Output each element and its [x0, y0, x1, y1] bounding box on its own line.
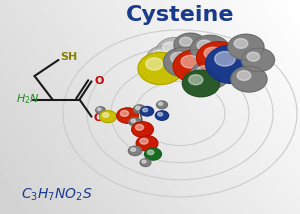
- Circle shape: [190, 35, 230, 63]
- Circle shape: [146, 58, 163, 70]
- Circle shape: [148, 150, 154, 155]
- Circle shape: [117, 108, 138, 123]
- Circle shape: [180, 37, 192, 46]
- Circle shape: [197, 40, 212, 51]
- Circle shape: [189, 75, 203, 85]
- Circle shape: [155, 111, 169, 120]
- Circle shape: [231, 66, 267, 92]
- Circle shape: [129, 118, 141, 126]
- Circle shape: [140, 138, 148, 144]
- Circle shape: [131, 119, 136, 122]
- Circle shape: [182, 70, 220, 97]
- Circle shape: [173, 50, 220, 83]
- Circle shape: [190, 61, 230, 89]
- Circle shape: [140, 159, 151, 166]
- Circle shape: [247, 52, 260, 61]
- Circle shape: [171, 52, 187, 64]
- Circle shape: [234, 39, 248, 48]
- Circle shape: [136, 106, 140, 110]
- Circle shape: [197, 66, 212, 76]
- Text: $H_2N$: $H_2N$: [16, 93, 40, 106]
- Circle shape: [140, 107, 154, 116]
- Circle shape: [145, 148, 161, 160]
- Circle shape: [174, 33, 207, 57]
- Circle shape: [156, 37, 195, 65]
- Circle shape: [130, 148, 136, 151]
- Circle shape: [135, 124, 144, 130]
- Circle shape: [142, 108, 148, 112]
- Circle shape: [181, 55, 199, 68]
- Circle shape: [120, 110, 129, 116]
- Circle shape: [134, 105, 146, 113]
- Circle shape: [96, 107, 105, 114]
- Circle shape: [228, 34, 264, 60]
- Circle shape: [196, 42, 242, 74]
- Circle shape: [136, 136, 158, 151]
- Circle shape: [97, 108, 101, 111]
- Text: O: O: [94, 76, 104, 86]
- Circle shape: [147, 46, 180, 70]
- Circle shape: [142, 160, 146, 163]
- Circle shape: [158, 112, 163, 116]
- Circle shape: [206, 45, 260, 83]
- Circle shape: [153, 50, 165, 59]
- Circle shape: [204, 47, 221, 59]
- Circle shape: [164, 47, 206, 77]
- Circle shape: [157, 101, 167, 109]
- Circle shape: [100, 111, 116, 123]
- Circle shape: [158, 102, 163, 105]
- Text: OH: OH: [94, 113, 112, 123]
- Circle shape: [103, 113, 109, 117]
- Text: SH: SH: [60, 52, 77, 62]
- Circle shape: [215, 52, 235, 66]
- Circle shape: [163, 42, 178, 53]
- Text: Cysteine: Cysteine: [126, 5, 234, 25]
- Circle shape: [237, 71, 251, 80]
- Text: $C_3H_7NO_2S$: $C_3H_7NO_2S$: [21, 187, 92, 203]
- Circle shape: [242, 48, 274, 72]
- Circle shape: [132, 122, 153, 137]
- Circle shape: [128, 146, 142, 156]
- Circle shape: [138, 52, 183, 85]
